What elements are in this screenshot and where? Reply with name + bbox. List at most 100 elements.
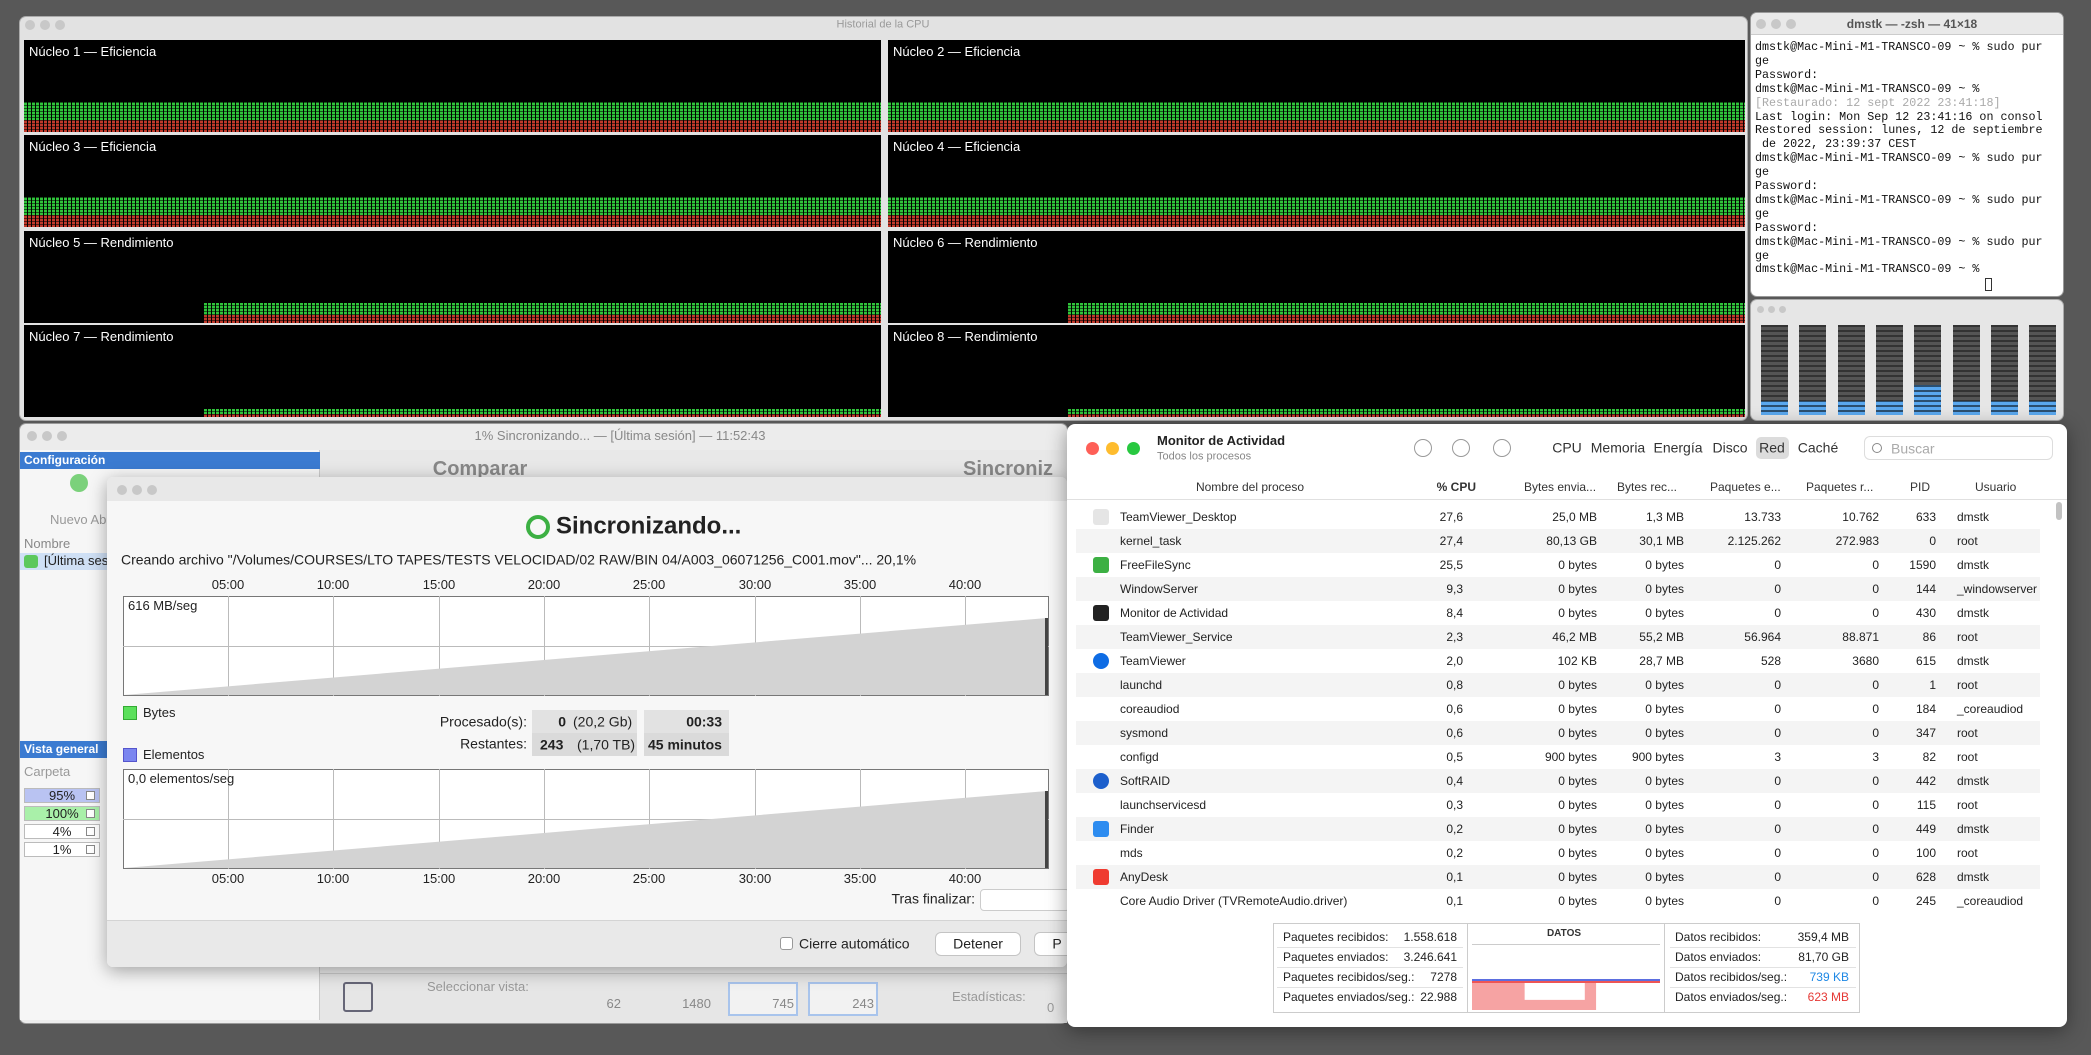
- table-cell: 0: [1872, 797, 1879, 812]
- new-icon: [70, 474, 88, 492]
- time-label: 05:00: [211, 577, 245, 593]
- stat-label: Restantes:: [460, 735, 527, 752]
- table-cell: 0 bytes: [1645, 677, 1684, 692]
- toolbar-button[interactable]: Sincroniz: [963, 458, 1054, 480]
- cpu-meter: [1761, 325, 1788, 415]
- stat-label: Datos enviados/seg.:: [1675, 989, 1788, 1004]
- window-control[interactable]: [117, 485, 127, 495]
- stat-label: Datos recibidos:: [1675, 929, 1762, 944]
- dropdown[interactable]: [980, 889, 1070, 911]
- table-cell[interactable]: coreaudiod: [1120, 701, 1180, 716]
- tab[interactable]: CPU: [1552, 439, 1582, 456]
- window-control[interactable]: [1126, 441, 1140, 455]
- table-cell: 0: [1774, 797, 1781, 812]
- table-cell: 9,3: [1446, 581, 1463, 596]
- button[interactable]: [936, 933, 1020, 955]
- table-cell: 1590: [1909, 557, 1936, 572]
- tab[interactable]: Disco: [1712, 439, 1748, 456]
- stat-value: 45 minutos: [648, 736, 722, 753]
- column-header[interactable]: Usuario: [1975, 479, 2017, 494]
- toolbar-button[interactable]: Nuevo Ab: [50, 512, 107, 528]
- view-toggle[interactable]: [728, 982, 798, 1016]
- table-cell: 0 bytes: [1558, 869, 1597, 884]
- column-header[interactable]: Paquetes e...: [1710, 479, 1781, 494]
- column-header[interactable]: Bytes rec...: [1617, 479, 1678, 494]
- window-title: Monitor de Actividad: [1157, 433, 1286, 449]
- window-control[interactable]: [42, 431, 52, 441]
- session-name[interactable]: [Última ses: [44, 553, 109, 569]
- table-cell[interactable]: Finder: [1120, 821, 1155, 836]
- column-header[interactable]: % CPU: [1436, 479, 1476, 494]
- table-cell: 1: [1929, 677, 1936, 692]
- tab[interactable]: Memoria: [1590, 439, 1646, 456]
- tab[interactable]: Red: [1759, 439, 1785, 456]
- window-control[interactable]: [147, 485, 157, 495]
- toolbar-icon[interactable]: [1414, 439, 1432, 457]
- table-cell[interactable]: FreeFileSync: [1120, 557, 1191, 572]
- table-cell[interactable]: WindowServer: [1120, 581, 1199, 596]
- table-cell: 0 bytes: [1558, 605, 1597, 620]
- table-cell[interactable]: launchservicesd: [1120, 797, 1207, 812]
- column-header[interactable]: Nombre del proceso: [1195, 479, 1305, 494]
- tab[interactable]: Caché: [1797, 439, 1839, 456]
- toolbar-icon[interactable]: [1452, 439, 1470, 457]
- table-cell: 0: [1774, 725, 1781, 740]
- window-control[interactable]: [1771, 19, 1781, 29]
- tab[interactable]: Energía: [1653, 439, 1703, 456]
- time-label: 35:00: [843, 871, 877, 887]
- column-header[interactable]: Bytes envia...: [1524, 479, 1597, 494]
- column-header[interactable]: PID: [1910, 479, 1931, 494]
- table-cell[interactable]: sysmond: [1120, 725, 1169, 740]
- table-cell: 0,2: [1446, 821, 1463, 836]
- window-control[interactable]: [27, 431, 37, 441]
- table-cell: 0 bytes: [1645, 557, 1684, 572]
- table-cell[interactable]: Core Audio Driver (TVRemoteAudio.driver): [1120, 893, 1348, 908]
- window-control[interactable]: [1085, 441, 1099, 455]
- window-control[interactable]: [1767, 305, 1775, 313]
- table-cell[interactable]: Monitor de Actividad: [1120, 605, 1229, 620]
- table-cell[interactable]: AnyDesk: [1120, 869, 1169, 884]
- table-cell[interactable]: kernel_task: [1120, 533, 1182, 548]
- window-control[interactable]: [1786, 19, 1796, 29]
- search-field[interactable]: [1864, 436, 2053, 460]
- column-header[interactable]: Paquetes r...: [1806, 479, 1874, 494]
- window-control[interactable]: [1778, 305, 1786, 313]
- table-cell: 46,2 MB: [1552, 629, 1597, 644]
- window-control[interactable]: [25, 20, 35, 30]
- toolbar-button[interactable]: Comparar: [432, 458, 528, 480]
- view-toggle[interactable]: [808, 982, 878, 1016]
- scrollbar: [2056, 502, 2062, 520]
- table-cell: 0 bytes: [1645, 773, 1684, 788]
- window-control[interactable]: [40, 20, 50, 30]
- window-control[interactable]: [132, 485, 142, 495]
- table-cell: 633: [1915, 509, 1936, 524]
- table-cell: 0: [1774, 821, 1781, 836]
- process-icon: [1093, 653, 1109, 669]
- table-cell: _coreaudiod: [1957, 893, 2024, 908]
- window-control[interactable]: [1106, 441, 1119, 455]
- table-cell[interactable]: TeamViewer_Service: [1120, 629, 1233, 644]
- process-icon: [1093, 773, 1109, 789]
- button[interactable]: [1035, 933, 1075, 955]
- table-cell[interactable]: mds: [1120, 845, 1143, 860]
- table-cell[interactable]: TeamViewer_Desktop: [1120, 509, 1237, 524]
- legend-swatch: [123, 706, 137, 720]
- checkbox-label[interactable]: Cierre automático: [799, 935, 910, 952]
- table-cell[interactable]: SoftRAID: [1120, 773, 1171, 788]
- window-control[interactable]: [55, 20, 65, 30]
- window-control[interactable]: [1756, 305, 1764, 313]
- table-cell: 0 bytes: [1645, 869, 1684, 884]
- window-control[interactable]: [1756, 19, 1766, 29]
- status-count: 745: [772, 996, 794, 1012]
- cpu-meter-fill: [1914, 385, 1942, 415]
- table-cell[interactable]: configd: [1120, 749, 1159, 764]
- column-header: Nombre: [24, 536, 71, 552]
- cpu-load-pattern: [204, 409, 881, 417]
- toolbar-icon[interactable]: [1493, 439, 1511, 457]
- table-cell[interactable]: launchd: [1120, 677, 1163, 692]
- process-icon: [1093, 605, 1109, 621]
- legend-label: Elementos: [143, 747, 205, 763]
- table-cell[interactable]: TeamViewer: [1120, 653, 1186, 668]
- checkbox[interactable]: [780, 937, 793, 950]
- window-control[interactable]: [57, 431, 67, 441]
